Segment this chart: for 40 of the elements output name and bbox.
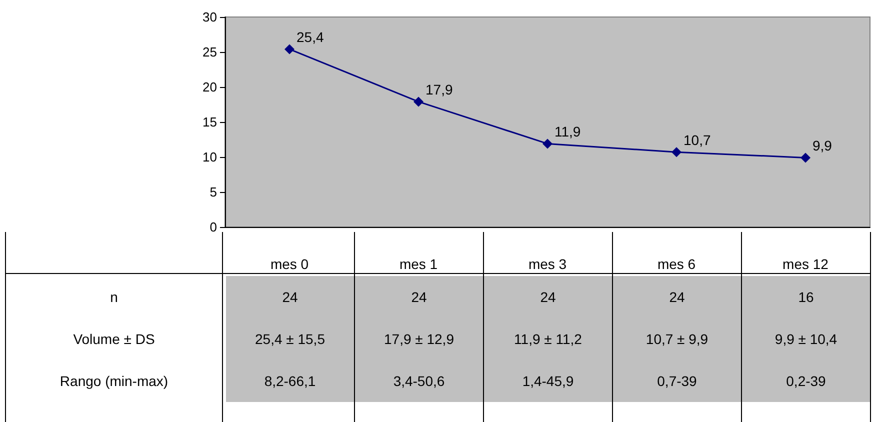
y-tick-label: 25 bbox=[202, 44, 217, 60]
text: 16 bbox=[742, 276, 870, 318]
text: 9,9 ± 10,4 bbox=[742, 318, 870, 360]
text: 10,7 ± 9,9 bbox=[613, 318, 741, 360]
text: 1,4-45,9 bbox=[484, 360, 612, 402]
x-tick-label: mes 6 bbox=[657, 256, 696, 272]
text: 24 bbox=[484, 276, 612, 318]
text: 24 bbox=[226, 276, 354, 318]
text: n bbox=[109, 288, 119, 307]
data-label: 17,9 bbox=[426, 82, 453, 98]
y-tick-label: 20 bbox=[202, 80, 217, 94]
y-tick-label: 30 bbox=[202, 10, 217, 24]
data-label: 9,9 bbox=[812, 138, 832, 154]
text: Rango (min-max) bbox=[58, 372, 170, 391]
text: 8,2-66,1 bbox=[226, 360, 354, 402]
x-tick-label: mes 0 bbox=[270, 256, 309, 272]
text: 24 bbox=[355, 276, 483, 318]
y-tick-label: 15 bbox=[202, 114, 217, 130]
point bbox=[284, 44, 294, 54]
data-label: 25,4 bbox=[296, 29, 324, 46]
x-tick-label: mes 1 bbox=[399, 256, 438, 272]
text: 3,4-50,6 bbox=[355, 360, 483, 402]
data-label: 11,9 bbox=[554, 124, 581, 140]
point bbox=[542, 138, 552, 149]
x-tick-label: mes 3 bbox=[528, 256, 567, 272]
text: 0,7-39 bbox=[613, 360, 741, 402]
point bbox=[672, 147, 682, 158]
text: 25,4 ± 15,5 bbox=[226, 318, 354, 360]
point bbox=[800, 152, 810, 163]
text: 17,9 ± 12,9 bbox=[355, 318, 483, 360]
y-tick-label: 5 bbox=[210, 184, 217, 200]
data-label: 10,7 bbox=[684, 132, 711, 148]
text: 11,9 ± 11,2 bbox=[484, 318, 612, 360]
y-tick-label: 10 bbox=[202, 150, 217, 164]
point bbox=[414, 96, 424, 107]
text: 24 bbox=[613, 276, 741, 318]
text: Volume ± DS bbox=[72, 330, 156, 349]
x-tick-label: mes 12 bbox=[782, 256, 829, 272]
text: 0,2-39 bbox=[742, 360, 870, 402]
y-tick-label: 0 bbox=[210, 220, 217, 234]
